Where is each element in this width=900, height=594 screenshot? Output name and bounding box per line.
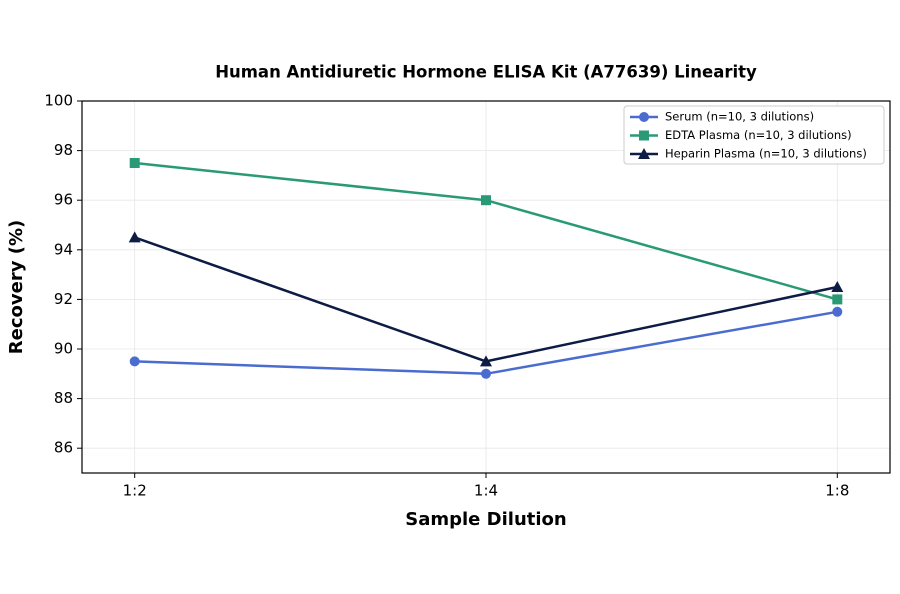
- marker: [639, 112, 649, 122]
- marker: [639, 130, 649, 141]
- legend-label: Heparin Plasma (n=10, 3 dilutions): [665, 147, 867, 161]
- y-tick-label: 88: [54, 389, 73, 407]
- x-axis-label: Sample Dilution: [405, 509, 566, 530]
- marker: [480, 355, 492, 367]
- legend-box: [623, 105, 885, 165]
- plot-frame: [81, 100, 891, 474]
- marker: [128, 231, 141, 243]
- y-tick-label: 98: [54, 141, 73, 159]
- legend: Serum (n=10, 3 dilutions) EDTA Plasma (n=…: [623, 105, 885, 165]
- y-tick-label: 92: [54, 290, 73, 308]
- chart-title: Human Antidiuretic Hormone ELISA Kit (A7…: [215, 63, 757, 82]
- marker: [129, 158, 140, 168]
- x-tick-label: 1:4: [474, 482, 498, 500]
- y-tick-label: 94: [54, 240, 73, 258]
- y-tick-label: 100: [44, 92, 73, 110]
- legend-label: Serum (n=10, 3 dilutions): [665, 110, 814, 124]
- marker: [481, 195, 491, 206]
- x-tick-label: 1:2: [123, 482, 147, 500]
- marker: [638, 148, 650, 159]
- marker: [831, 281, 844, 292]
- y-tick-label: 86: [54, 439, 73, 457]
- marker: [832, 294, 843, 305]
- marker: [832, 306, 843, 317]
- legend-label: EDTA Plasma (n=10, 3 dilutions): [665, 128, 852, 142]
- x-tick-label: 1:8: [825, 482, 849, 500]
- marker: [129, 356, 140, 367]
- y-tick-label: 96: [54, 191, 73, 209]
- marker: [481, 368, 491, 379]
- y-tick-label: 90: [54, 340, 73, 358]
- y-axis-label: Recovery (%): [6, 220, 27, 354]
